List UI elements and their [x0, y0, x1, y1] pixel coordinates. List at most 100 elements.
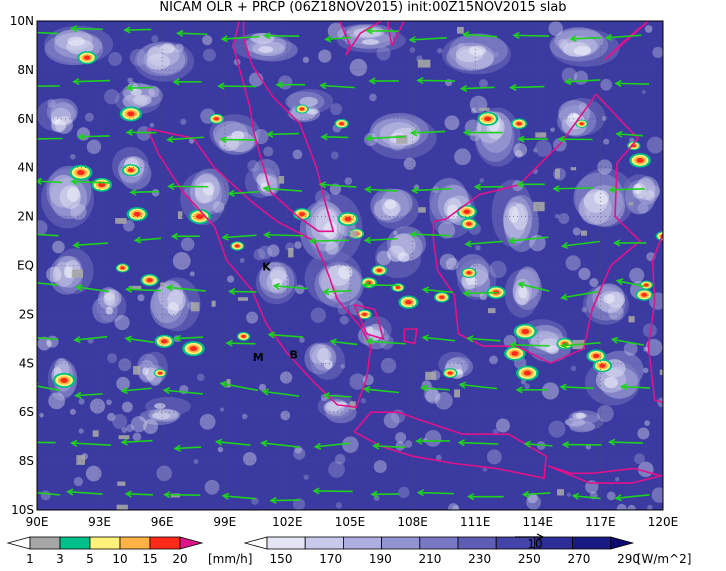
wind-vector	[322, 288, 353, 296]
wind-vector	[173, 334, 204, 342]
wind-vector	[37, 491, 61, 496]
precip-cell	[140, 274, 159, 287]
wind-vector	[70, 25, 103, 33]
wind-vector	[129, 188, 160, 196]
latitude-tick-labels: 10N 8N 6N 4N 2N EQ 2S 4S 6S 8S 10S	[10, 14, 34, 517]
site-markers: K M B	[253, 260, 298, 363]
precip-cell	[442, 368, 458, 378]
wind-vector	[419, 384, 450, 392]
precip-cell	[334, 118, 349, 129]
wind-vector	[561, 441, 602, 449]
lat-tick-label: 8N	[17, 63, 34, 77]
olr-cb-label: 290	[617, 552, 640, 566]
lat-tick-label: 4N	[17, 161, 34, 175]
wind-vector	[74, 391, 103, 399]
reference-vector: 10	[515, 533, 545, 551]
precip-cell	[504, 346, 526, 361]
precip-cell	[391, 283, 405, 292]
lon-tick-label: 117E	[585, 515, 616, 529]
wind-vector	[517, 281, 550, 292]
wind-vector	[560, 290, 599, 301]
precip-cell	[586, 349, 607, 363]
lon-tick-label: 93E	[88, 515, 111, 529]
wind-vector	[521, 490, 551, 498]
wind-vector	[363, 236, 398, 244]
lat-tick-label: 6N	[17, 112, 34, 126]
wind-vector	[409, 230, 451, 238]
wind-vector	[473, 183, 504, 191]
wind-vector	[509, 83, 545, 92]
wind-vector	[217, 82, 257, 90]
precip-cb-label: 1	[26, 552, 34, 566]
precip-cb-swatch	[149, 536, 181, 550]
olr-cb-label: 250	[518, 552, 541, 566]
wind-vector	[552, 185, 594, 193]
wind-vector	[125, 84, 154, 92]
wind-vector	[613, 239, 647, 247]
lon-tick-label: 120E	[648, 515, 679, 529]
lat-tick-label: 8S	[19, 454, 34, 468]
wind-vector	[362, 385, 400, 394]
wind-vector	[73, 335, 108, 344]
olr-cb-label: 230	[468, 552, 491, 566]
olr-cb-swatch	[266, 536, 306, 550]
map-plot-area[interactable]: K M B	[22, 21, 673, 514]
precip-cell	[461, 267, 477, 278]
olr-cb-low-arrow	[243, 536, 268, 550]
lat-tick-label: EQ	[17, 259, 34, 273]
wind-vector	[267, 331, 304, 339]
olr-cb-swatch	[457, 536, 497, 550]
olr-cb-label: 270	[568, 552, 591, 566]
precip-cell	[357, 309, 372, 320]
precip-cell	[69, 164, 93, 181]
wind-vector	[124, 490, 154, 498]
precip-cell	[477, 111, 499, 126]
lon-tick-label: 99E	[213, 515, 236, 529]
precip-cell	[153, 368, 167, 378]
wind-vector	[364, 185, 399, 194]
wind-vector	[133, 236, 162, 244]
wind-vector	[172, 78, 202, 86]
precip-cell	[398, 295, 419, 309]
precip-cell	[126, 207, 148, 222]
wind-vector	[37, 85, 60, 87]
precip-colorbar: 1 3 5 10 15 20 [mm/h]	[6, 536, 252, 566]
precip-cell	[121, 164, 140, 177]
coastlines	[146, 21, 663, 484]
lon-tick-label: 90E	[26, 515, 49, 529]
wind-vector	[124, 285, 162, 293]
wind-vector	[466, 493, 504, 501]
olr-cb-swatch	[304, 536, 344, 550]
coastline-kalimata	[386, 21, 406, 46]
precip-cell	[337, 212, 359, 226]
wind-vector	[165, 284, 206, 292]
wind-vector	[615, 130, 643, 138]
wind-vector	[313, 442, 351, 450]
coastline-borneo	[432, 93, 642, 365]
wind-vector	[557, 135, 593, 143]
precip-cell	[154, 334, 175, 348]
coastline-bangka	[353, 303, 385, 341]
precip-cell	[575, 119, 588, 128]
wind-vector	[512, 31, 550, 40]
wind-vector	[464, 240, 503, 248]
wind-vector	[125, 128, 157, 136]
precip-cell	[592, 359, 613, 373]
wind-vector	[120, 438, 153, 446]
wind-vector	[70, 178, 111, 186]
coastline-sulawesi	[647, 233, 663, 404]
wind-vector	[459, 84, 495, 93]
olr-cb-swatch	[342, 536, 382, 550]
precip-cb-label: 15	[142, 552, 157, 566]
wind-vector	[329, 338, 358, 346]
wind-vector	[604, 33, 642, 42]
wind-vector	[221, 233, 257, 241]
wind-vector	[219, 380, 259, 392]
wind-vector	[162, 387, 203, 395]
lat-tick-label: 6S	[19, 405, 34, 419]
wind-vector	[619, 383, 651, 391]
wind-vector	[167, 182, 209, 191]
wind-vector	[409, 129, 446, 137]
wind-vector	[227, 189, 259, 197]
